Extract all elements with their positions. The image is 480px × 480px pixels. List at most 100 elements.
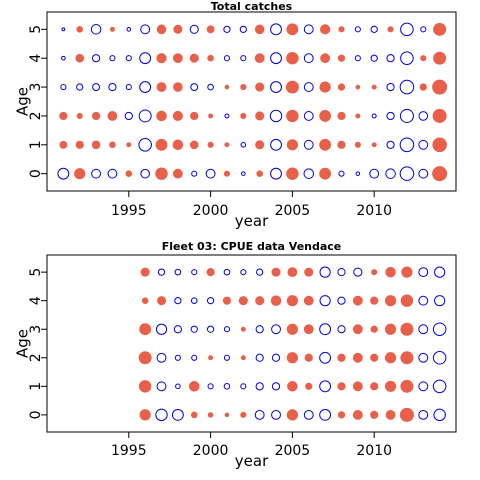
negative-residual-bubble <box>240 383 247 390</box>
y-tick-label: 4 <box>28 296 44 305</box>
positive-residual-bubble <box>188 381 200 392</box>
positive-residual-bubble <box>189 140 199 150</box>
positive-residual-bubble <box>141 297 149 304</box>
positive-residual-bubble <box>254 24 265 35</box>
positive-residual-bubble <box>370 353 379 362</box>
negative-residual-bubble <box>174 268 182 276</box>
negative-residual-bubble <box>418 409 429 420</box>
negative-residual-bubble <box>434 266 446 278</box>
positive-residual-bubble <box>305 382 313 390</box>
negative-residual-bubble <box>92 83 101 91</box>
positive-residual-bubble <box>385 409 396 420</box>
positive-residual-bubble <box>432 166 448 182</box>
negative-residual-bubble <box>386 140 395 149</box>
negative-residual-bubble <box>156 352 167 363</box>
y-tick-label: 2 <box>28 111 44 120</box>
negative-residual-bubble <box>270 81 282 93</box>
chart-title: Fleet 03: CPUE data Vendace <box>162 240 342 253</box>
positive-residual-bubble <box>156 296 167 306</box>
negative-residual-bubble <box>107 168 118 179</box>
negative-residual-bubble <box>337 296 346 305</box>
negative-residual-bubble <box>61 27 66 32</box>
negative-residual-bubble <box>240 55 247 62</box>
negative-residual-bubble <box>223 383 231 390</box>
positive-residual-bubble <box>286 51 299 65</box>
positive-residual-bubble <box>172 110 183 122</box>
positive-residual-bubble <box>384 380 397 392</box>
negative-residual-bubble <box>418 295 429 306</box>
negative-residual-bubble <box>271 409 281 420</box>
negative-residual-bubble <box>108 82 117 92</box>
positive-residual-bubble <box>287 267 298 278</box>
positive-residual-bubble <box>286 167 299 180</box>
positive-residual-bubble <box>337 111 346 121</box>
negative-residual-bubble <box>271 324 281 335</box>
negative-residual-bubble <box>319 266 331 278</box>
negative-residual-bubble <box>140 168 150 179</box>
x-tick-label: 2000 <box>193 443 229 459</box>
positive-residual-bubble <box>59 111 68 121</box>
positive-residual-bubble <box>286 352 299 364</box>
negative-residual-bubble <box>319 295 331 307</box>
positive-residual-bubble <box>139 323 152 336</box>
positive-residual-bubble <box>208 355 214 361</box>
negative-residual-bubble <box>191 354 198 361</box>
negative-residual-bubble <box>319 323 332 336</box>
negative-residual-bubble <box>303 53 314 64</box>
negative-residual-bubble <box>400 22 414 37</box>
y-tick-label: 1 <box>28 140 44 149</box>
negative-residual-bubble <box>355 171 361 176</box>
positive-residual-bubble <box>354 141 361 148</box>
y-tick-label: 5 <box>28 25 44 34</box>
negative-residual-bubble <box>418 381 429 392</box>
negative-residual-bubble <box>57 167 70 180</box>
x-tick-label: 2005 <box>275 203 311 219</box>
negative-residual-bubble <box>206 325 215 333</box>
negative-residual-bubble <box>91 168 102 179</box>
negative-residual-bubble <box>241 171 246 176</box>
negative-residual-bubble <box>190 297 198 304</box>
negative-residual-bubble <box>270 52 282 65</box>
y-tick-label: 3 <box>28 83 44 92</box>
positive-residual-bubble <box>190 411 198 419</box>
negative-residual-bubble <box>61 55 66 61</box>
negative-residual-bubble <box>386 111 395 121</box>
negative-residual-bubble <box>303 409 314 420</box>
positive-residual-bubble <box>254 53 265 64</box>
positive-residual-bubble <box>419 83 427 91</box>
x-axis-label: year <box>235 452 269 470</box>
positive-residual-bubble <box>370 325 378 333</box>
negative-residual-bubble <box>255 325 264 334</box>
positive-residual-bubble <box>240 326 246 332</box>
positive-residual-bubble <box>240 411 247 418</box>
negative-residual-bubble <box>240 142 247 148</box>
positive-residual-bubble <box>74 168 86 180</box>
positive-residual-bubble <box>172 53 183 64</box>
negative-residual-bubble <box>418 324 429 335</box>
negative-residual-bubble <box>337 268 346 277</box>
positive-residual-bubble <box>400 294 414 307</box>
positive-residual-bubble <box>370 382 379 391</box>
negative-residual-bubble <box>370 25 378 33</box>
positive-residual-bubble <box>371 269 378 276</box>
negative-residual-bubble <box>354 55 361 62</box>
y-tick-label: 0 <box>28 169 44 178</box>
positive-residual-bubble <box>155 167 168 180</box>
negative-residual-bubble <box>432 379 447 394</box>
negative-residual-bubble <box>399 137 415 153</box>
positive-residual-bubble <box>371 142 377 148</box>
positive-residual-bubble <box>270 295 282 306</box>
negative-residual-bubble <box>386 54 395 63</box>
positive-residual-bubble <box>432 108 447 123</box>
positive-residual-bubble <box>240 355 246 361</box>
x-tick-label: 2010 <box>356 203 392 219</box>
negative-residual-bubble <box>223 55 231 62</box>
positive-residual-bubble <box>303 295 314 306</box>
plot-frame <box>46 11 457 192</box>
negative-residual-bubble <box>255 382 264 391</box>
x-tick-label: 2010 <box>356 443 392 459</box>
negative-residual-bubble <box>155 408 168 422</box>
positive-residual-bubble <box>319 110 332 122</box>
negative-residual-bubble <box>418 111 429 121</box>
